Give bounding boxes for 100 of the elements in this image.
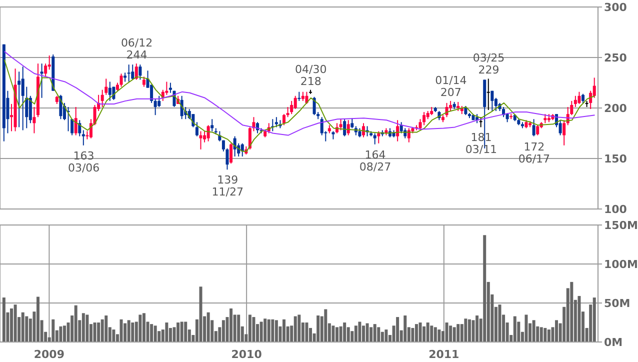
bar — [316, 315, 320, 342]
bar — [264, 318, 267, 342]
candlestick — [339, 118, 342, 131]
annotation: 04/30 218 — [295, 62, 327, 88]
bar — [154, 326, 157, 342]
candlestick — [142, 76, 146, 88]
candlestick — [131, 64, 134, 80]
bar — [131, 322, 134, 342]
y-tick-label: 150 — [604, 152, 628, 166]
bar — [21, 312, 24, 342]
bar — [354, 326, 358, 342]
bar — [74, 305, 78, 342]
candlestick — [479, 116, 482, 128]
bar — [366, 323, 369, 342]
bar — [445, 322, 448, 342]
bar — [150, 324, 154, 342]
bar — [540, 327, 543, 342]
bar — [547, 330, 550, 342]
candlestick — [230, 142, 233, 164]
bar — [165, 322, 168, 342]
bar — [524, 314, 528, 342]
candlestick — [290, 100, 294, 115]
candlestick — [486, 78, 490, 111]
candlestick — [294, 95, 297, 110]
bar — [138, 314, 142, 342]
candlestick — [346, 120, 350, 136]
y-tick-label: 300 — [604, 0, 628, 14]
bar — [104, 315, 108, 342]
bar — [260, 322, 263, 342]
bar — [343, 322, 346, 342]
bar — [230, 308, 233, 342]
bar — [335, 327, 338, 342]
candlestick — [582, 93, 585, 104]
candlestick — [134, 63, 138, 80]
bar — [430, 326, 434, 342]
bar — [124, 323, 127, 342]
bar — [237, 314, 240, 342]
candlestick — [490, 90, 494, 112]
candlestick — [301, 91, 304, 102]
candlestick — [154, 98, 157, 116]
bar — [180, 322, 184, 342]
candlestick — [396, 120, 400, 142]
candlestick — [127, 64, 130, 82]
bar — [411, 328, 414, 342]
candlestick — [456, 101, 460, 112]
bar — [271, 319, 274, 342]
bar — [36, 296, 40, 342]
x-tick-label: 2010 — [231, 348, 262, 361]
candlestick — [44, 63, 48, 78]
bar — [252, 317, 256, 342]
bar — [339, 326, 342, 342]
candlestick — [282, 114, 286, 126]
bar — [384, 330, 388, 342]
candlestick — [32, 106, 36, 134]
candlestick — [100, 89, 104, 108]
bar — [476, 315, 479, 342]
bar — [294, 316, 297, 342]
bar — [298, 314, 301, 342]
bar — [555, 320, 558, 342]
candlestick — [74, 106, 78, 136]
bar — [532, 320, 536, 342]
bar — [62, 326, 66, 342]
bar — [456, 324, 460, 342]
candlestick — [274, 116, 278, 128]
y-tick-label: 100M — [604, 258, 638, 271]
x-tick-label: 2009 — [34, 348, 65, 361]
bar — [324, 309, 328, 342]
bar — [438, 330, 441, 342]
bar — [396, 317, 400, 342]
bar — [82, 313, 85, 342]
bar — [282, 319, 286, 342]
candlestick — [464, 105, 468, 116]
candlestick — [362, 122, 365, 138]
candlestick — [544, 114, 547, 124]
candlestick — [358, 128, 362, 138]
bar — [414, 324, 418, 342]
bar — [362, 326, 365, 342]
bar — [578, 296, 581, 342]
bar — [274, 320, 278, 342]
bar — [513, 316, 516, 342]
bar — [93, 322, 96, 342]
bar — [464, 318, 468, 342]
candlestick — [82, 130, 85, 146]
candlestick — [28, 95, 32, 124]
bar — [25, 316, 28, 342]
candlestick — [120, 73, 123, 88]
bar — [449, 326, 452, 342]
bar — [452, 327, 456, 342]
candlestick — [40, 63, 44, 98]
y-tick-label: 250 — [604, 51, 628, 64]
bar — [86, 314, 89, 342]
candlestick — [373, 132, 376, 145]
x-tick-label: 2011 — [428, 348, 460, 361]
bar — [199, 286, 202, 342]
candlestick — [158, 95, 161, 108]
candlestick — [298, 91, 301, 102]
bar — [570, 282, 574, 342]
bar — [377, 327, 380, 342]
bar — [176, 322, 180, 342]
bar — [248, 314, 252, 342]
